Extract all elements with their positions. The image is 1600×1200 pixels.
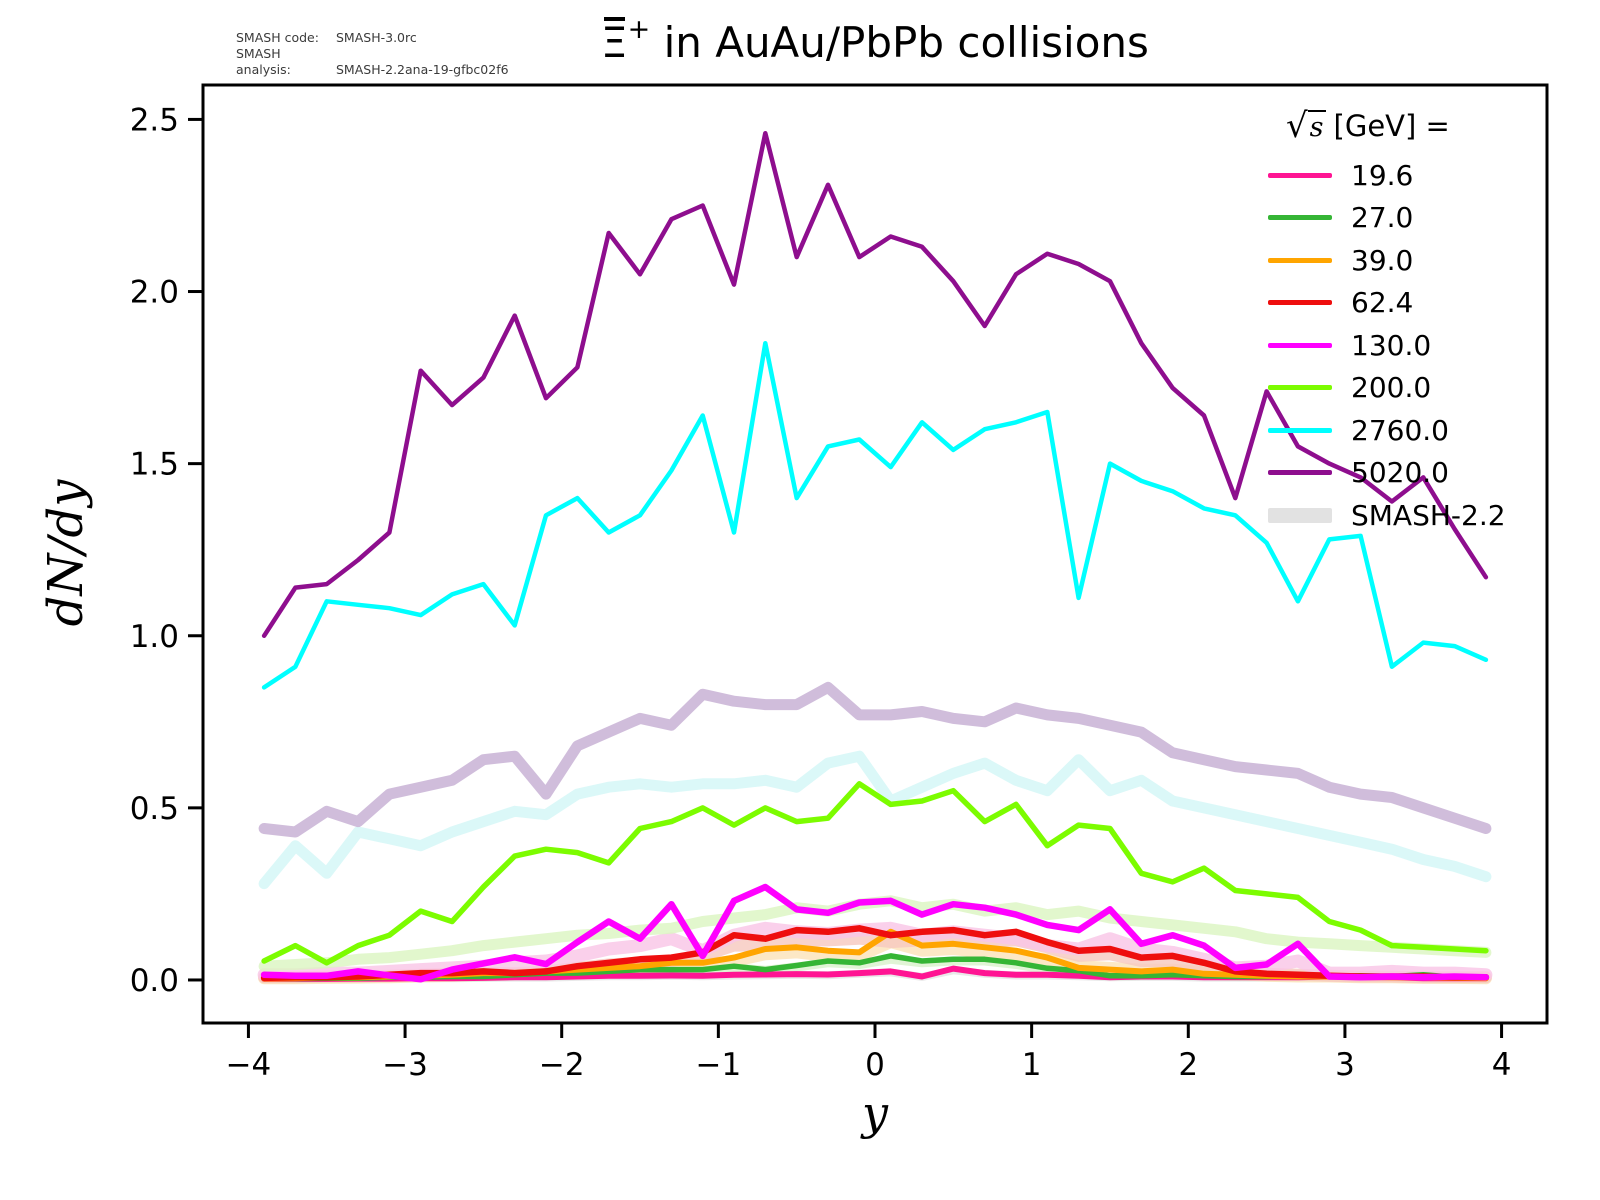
legend-label-27.0: 27.0 [1351, 201, 1414, 235]
smash-analysis-label: SMASH analysis: [236, 46, 291, 77]
legend-swatch-5020.0 [1268, 470, 1332, 476]
legend-entry-200.0: 200.0 [1268, 367, 1506, 410]
legend-swatch-2760.0 [1268, 427, 1332, 433]
y-tick-label-1: 1.0 [130, 619, 179, 655]
curve-62.4 [260, 925, 1490, 982]
x-tick-label--4: −4 [226, 1047, 272, 1083]
y-tick-label-2.5: 2.5 [130, 102, 179, 138]
legend-swatch-130.0 [1268, 342, 1332, 348]
x-tick-label-1: 1 [1022, 1047, 1042, 1083]
page-title: Ξ+ in AuAu/PbPb collisions [203, 14, 1547, 67]
y-axis-label: dN/dy [38, 479, 94, 627]
legend-label-62.4: 62.4 [1351, 286, 1414, 320]
curve-2760.0 [261, 340, 1489, 690]
legend-label-200.0: 200.0 [1351, 371, 1432, 405]
legend-label-smash-2.2: SMASH-2.2 [1351, 498, 1506, 532]
x-tick-label-0: 0 [865, 1047, 885, 1083]
x-tick-label-3: 3 [1335, 1047, 1355, 1083]
x-tick-label-2: 2 [1178, 1047, 1198, 1083]
legend-swatch-smash-2.2 [1268, 507, 1332, 523]
sqrt-icon: √ [1286, 106, 1308, 146]
legend-swatch-200.0 [1268, 385, 1332, 391]
legend-label-5020.0: 5020.0 [1351, 456, 1449, 490]
smash-code-label: SMASH code: [236, 30, 319, 45]
legend-label-130.0: 130.0 [1351, 328, 1432, 362]
legend-entry-39.0: 39.0 [1268, 239, 1506, 282]
y-tick-label-1.5: 1.5 [130, 447, 179, 483]
band-smash-2.2-2760.0 [258, 750, 1492, 890]
curve-5020.0 [261, 130, 1489, 639]
legend-label-19.6: 19.6 [1351, 158, 1414, 192]
legend-entry-5020.0: 5020.0 [1268, 452, 1506, 495]
curve-200.0 [261, 781, 1489, 966]
legend-title-sqrt-arg: s [1307, 109, 1326, 143]
legend-swatch-27.0 [1268, 215, 1332, 221]
legend: √ s [GeV] = 19.6 27.0 39.0 62.4 130.0 200.0 2760… [1268, 104, 1506, 537]
y-tick-label-0: 0.0 [130, 963, 179, 999]
curve-130.0 [260, 883, 1490, 983]
smash-analysis-value: SMASH-2.2ana-19-gfbc02f6 [336, 62, 509, 77]
legend-label-2760.0: 2760.0 [1351, 413, 1449, 447]
band-smash-2.2-5020.0 [258, 681, 1492, 838]
x-axis-label: y [862, 1086, 888, 1140]
legend-swatch-39.0 [1268, 257, 1332, 263]
smash-code-row: SMASH code: SMASH-3.0rc [236, 30, 509, 46]
legend-label-39.0: 39.0 [1351, 243, 1414, 277]
legend-swatch-62.4 [1268, 300, 1332, 306]
x-tick-label-4: 4 [1492, 1047, 1512, 1083]
legend-swatch-19.6 [1268, 172, 1332, 178]
title-text: in AuAu/PbPb collisions [650, 18, 1149, 67]
smash-analysis-row: SMASH analysis: SMASH-2.2ana-19-gfbc02f6 [236, 46, 509, 78]
legend-entry-2760.0: 2760.0 [1268, 409, 1506, 452]
title-superscript: + [627, 14, 651, 45]
legend-items: 19.6 27.0 39.0 62.4 130.0 200.0 2760.0 5020.0 SM… [1268, 154, 1506, 537]
y-tick-label-0.5: 0.5 [130, 791, 179, 827]
x-tick-label--3: −3 [382, 1047, 428, 1083]
y-tick-label-2: 2.0 [130, 275, 179, 311]
legend-entry-130.0: 130.0 [1268, 324, 1506, 367]
title-particle-symbol: Ξ [601, 17, 628, 67]
legend-entry-19.6: 19.6 [1268, 154, 1506, 197]
legend-title: √ s [GeV] = [1268, 104, 1506, 148]
legend-entry-smash-2.2: SMASH-2.2 [1268, 494, 1506, 537]
smash-code-value: SMASH-3.0rc [336, 30, 417, 45]
legend-entry-62.4: 62.4 [1268, 282, 1506, 325]
smash-version-note: SMASH code: SMASH-3.0rc SMASH analysis: SM… [236, 30, 509, 78]
x-tick-label--2: −2 [539, 1047, 585, 1083]
x-tick-label--1: −1 [696, 1047, 742, 1083]
legend-title-units: [GeV] = [1333, 109, 1450, 143]
legend-entry-27.0: 27.0 [1268, 197, 1506, 240]
